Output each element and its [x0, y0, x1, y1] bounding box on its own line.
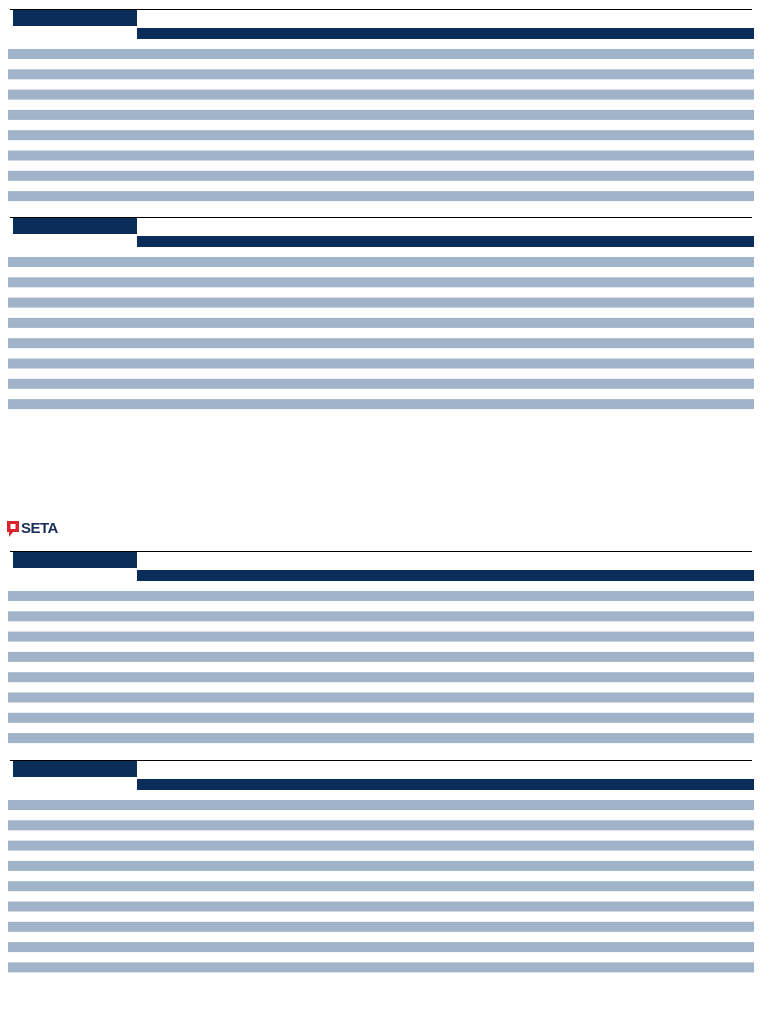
logo: SETA: [7, 520, 59, 537]
table-row: [8, 257, 754, 267]
table-row: [8, 297, 754, 308]
table-row: [8, 130, 754, 141]
table-row: [8, 881, 754, 892]
table-row: [8, 338, 754, 349]
table-row: [8, 150, 754, 161]
table-row: [8, 69, 754, 80]
table-row: [8, 399, 754, 410]
table-row: [8, 631, 754, 642]
table-row: [8, 378, 754, 389]
table-row: [8, 672, 754, 683]
header-band: [137, 28, 754, 39]
table-row: [8, 901, 754, 912]
header-tab: [13, 761, 137, 777]
table-row: [8, 191, 754, 202]
table-row: [8, 921, 754, 932]
table-row: [8, 651, 754, 662]
header-tab: [13, 10, 137, 26]
table-row: [8, 860, 754, 871]
table-row: [8, 611, 754, 622]
table-row: [8, 712, 754, 723]
table-row: [8, 89, 754, 100]
table-row: [8, 942, 754, 953]
table-row: [8, 170, 754, 181]
table-row: [8, 358, 754, 369]
header-band: [137, 236, 754, 247]
table-row: [8, 277, 754, 288]
table-row: [8, 692, 754, 703]
table-row: [8, 820, 754, 831]
header-band: [137, 779, 754, 790]
table-row: [8, 317, 754, 328]
header-tab: [13, 552, 137, 568]
header-tab: [13, 218, 137, 234]
table-row: [8, 733, 754, 744]
table-row: [8, 800, 754, 810]
logo-text: SETA: [21, 520, 59, 537]
logo-icon-hole: [10, 524, 16, 529]
table-row: [8, 591, 754, 601]
header-band: [137, 570, 754, 581]
table-row: [8, 962, 754, 973]
table-row: [8, 109, 754, 120]
table-row: [8, 840, 754, 851]
table-row: [8, 49, 754, 59]
